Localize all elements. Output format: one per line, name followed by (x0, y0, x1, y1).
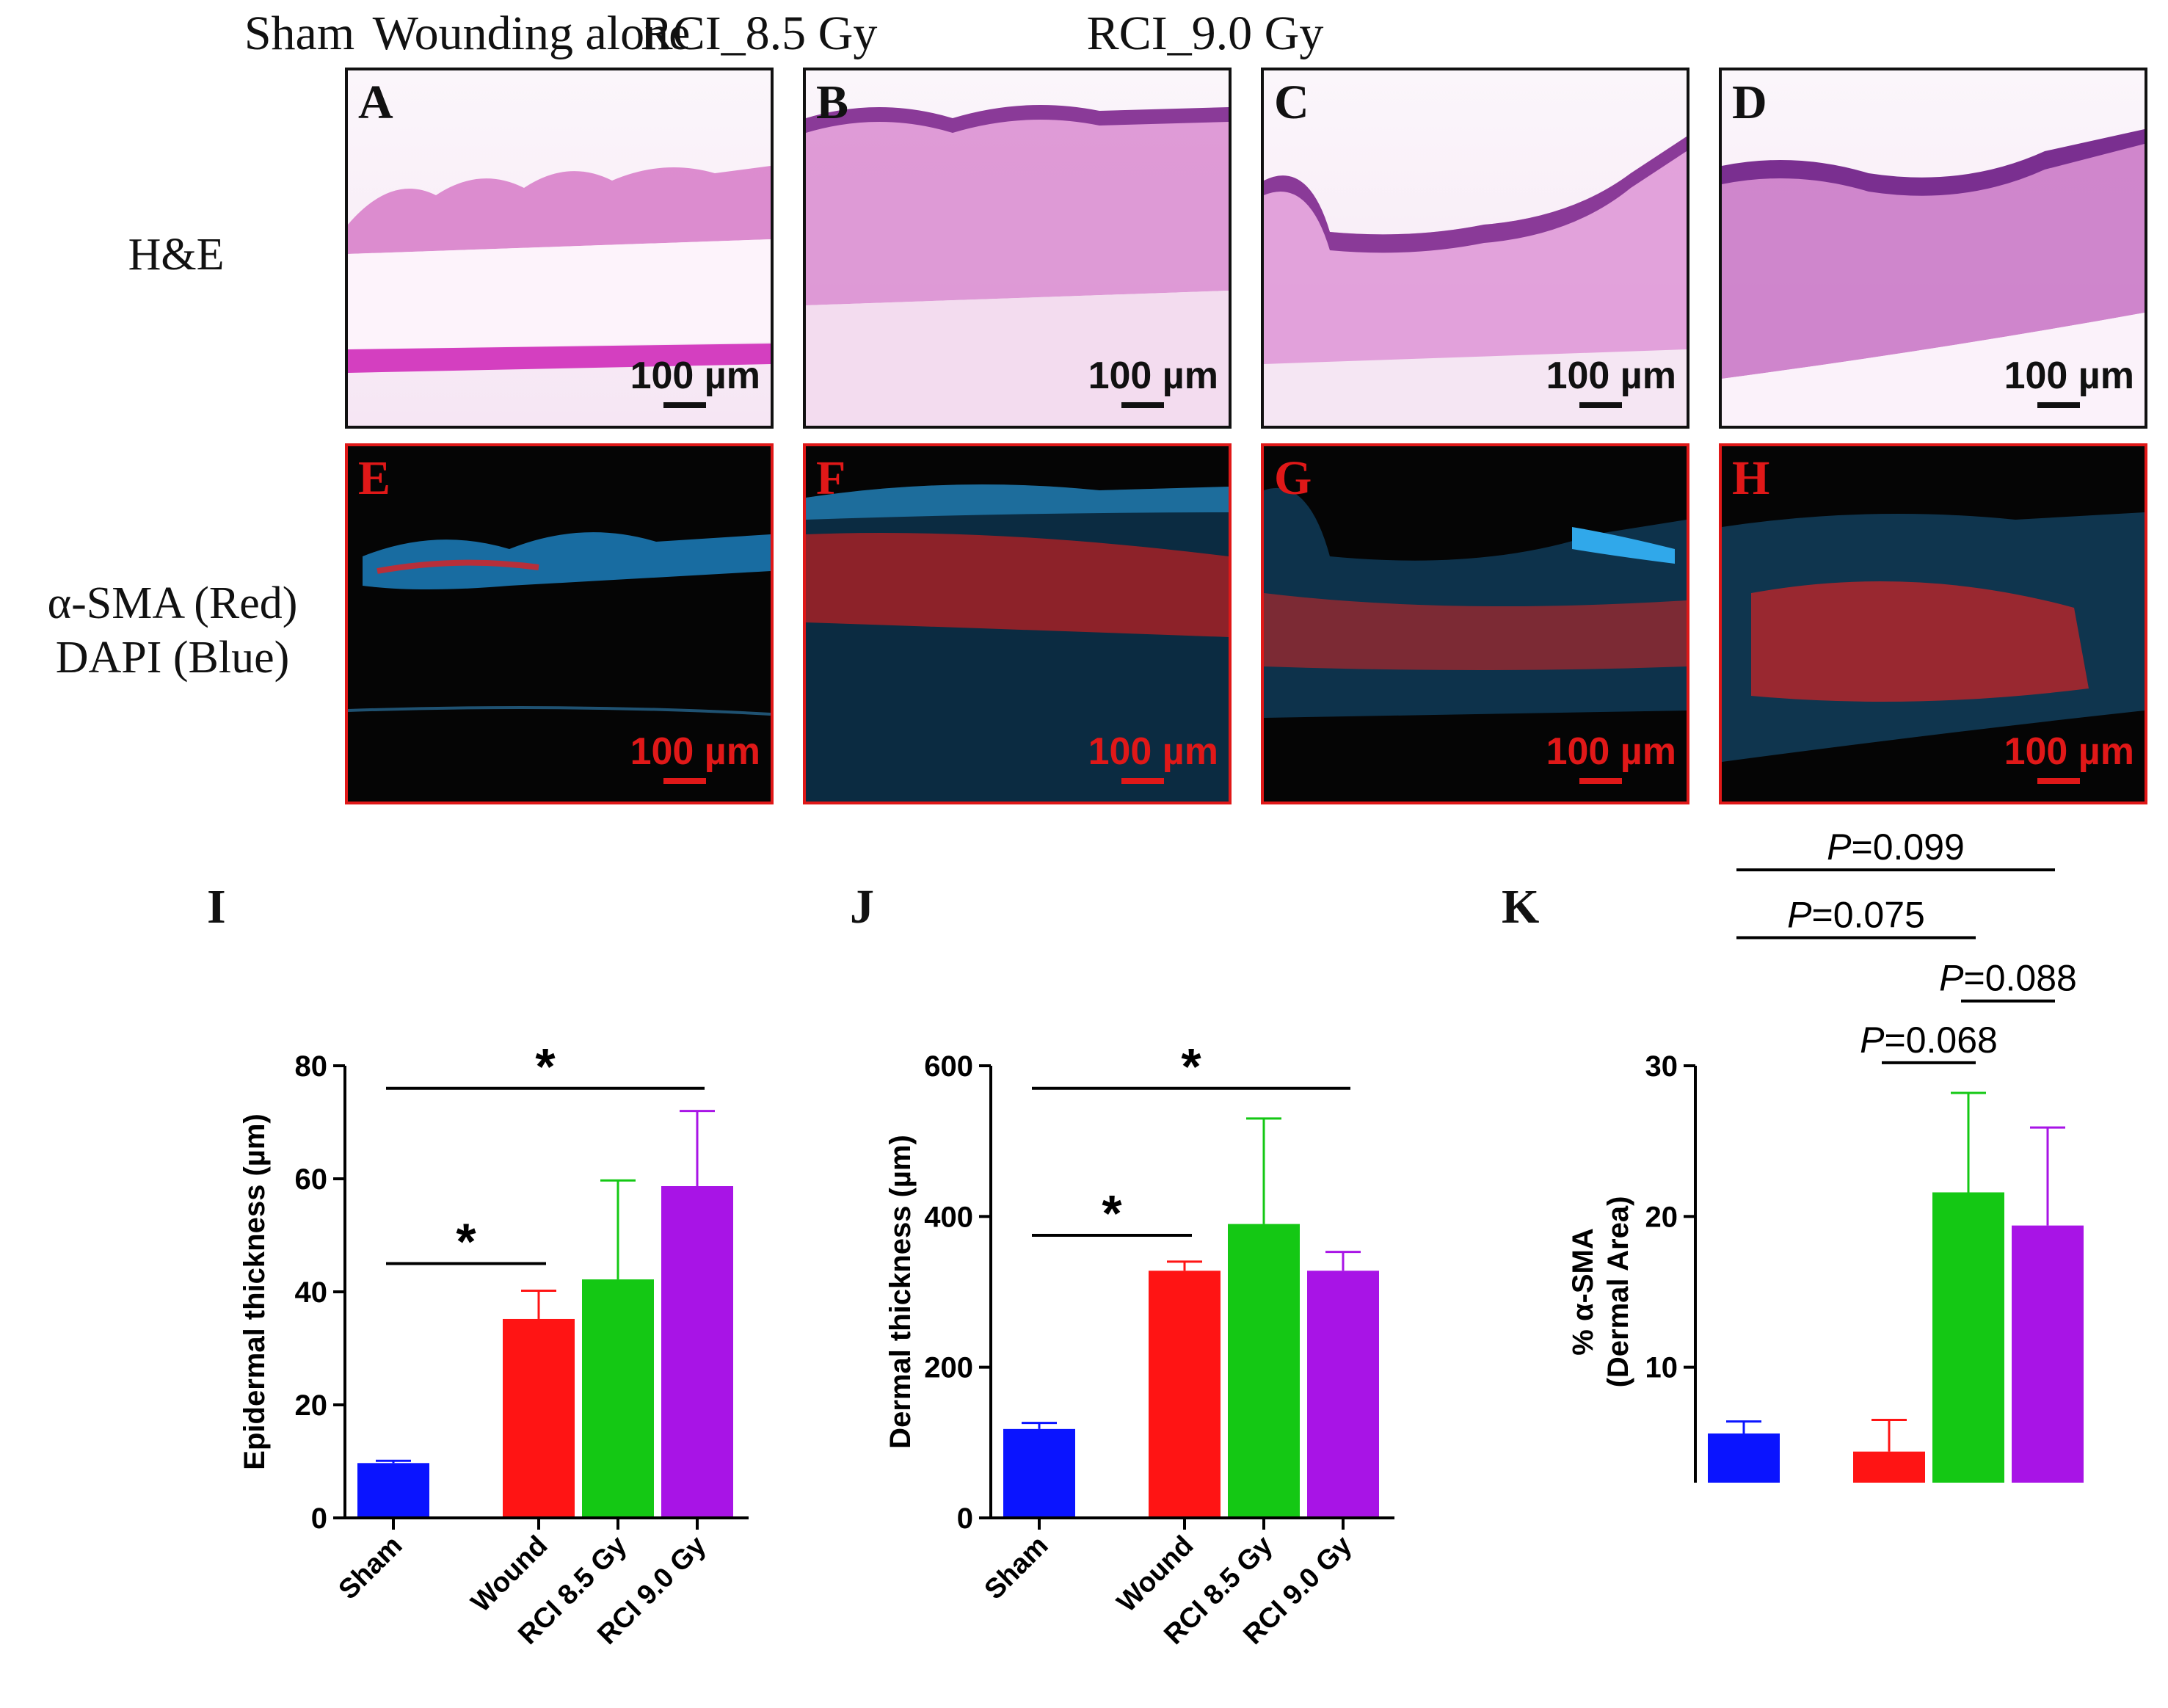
y-tick-label: 60 (295, 1163, 328, 1196)
if-panel-h: H 100 µm (1719, 443, 2147, 804)
he-panel-b: B 100 µm (803, 68, 1232, 429)
if-panel-e: E 100 µm (345, 443, 774, 804)
he-panel-a: A 100 µm (345, 68, 774, 429)
row-label-he: H&E (128, 230, 225, 280)
row-label-if-line2: DAPI (Blue) (55, 633, 290, 683)
y-tick-label: 20 (295, 1389, 328, 1422)
bar-rci-8-5-gy (1932, 1192, 2004, 1483)
scale-label-a: 100 µm (630, 355, 760, 397)
panel-letter-g: G (1274, 451, 1312, 505)
y-tick-label: 10 (1645, 1352, 1678, 1384)
bar-wound (1149, 1271, 1221, 1518)
scale-bar-f (1121, 778, 1164, 784)
if-tissue-f (806, 484, 1229, 802)
chart-letter-i: I (207, 880, 226, 934)
panel-letter-f: F (816, 451, 846, 505)
if-tissue-g (1264, 487, 1687, 718)
column-title-rci-8-5: RCI_8.5 Gy (640, 7, 878, 60)
bar-sham (357, 1463, 429, 1518)
panel-letter-h: H (1732, 451, 1770, 505)
chart-letter-k: K (1502, 880, 1540, 934)
panel-letter-d: D (1732, 76, 1767, 129)
scale-label-b: 100 µm (1088, 355, 1218, 397)
row-label-if: α-SMA (Red) DAPI (Blue) (7, 576, 338, 686)
y-tick-label: 30 (1645, 1050, 1678, 1083)
y-tick-label: 0 (311, 1502, 327, 1535)
bar-wound (503, 1318, 575, 1518)
p-value-number: =0.099 (1852, 826, 1965, 868)
x-tick-label: Sham (332, 1530, 408, 1606)
x-tick-label: Sham (978, 1530, 1054, 1606)
y-axis-label-line2: (Dermal Area) (1602, 1196, 1634, 1388)
scale-bar-g (1579, 778, 1622, 784)
bar-sham (1003, 1428, 1075, 1518)
column-title-sham: Sham (244, 7, 355, 60)
scale-bar-d (2037, 402, 2080, 408)
y-tick-label: 200 (924, 1352, 973, 1384)
scale-label-d: 100 µm (2004, 355, 2134, 397)
y-axis-label: Epidermal thickness (µm) (239, 1113, 271, 1469)
y-axis-label-line1: % α-SMA (1567, 1228, 1599, 1355)
he-panel-d: D 100 µm (1719, 68, 2147, 429)
y-tick-label: 0 (957, 1502, 973, 1535)
scale-bar-a (663, 402, 706, 408)
if-tissue-e (348, 532, 771, 716)
bar-rci-8-5-gy (582, 1279, 654, 1518)
significance-star: * (1102, 1185, 1122, 1242)
y-tick-label: 20 (1645, 1201, 1678, 1233)
panel-letter-e: E (358, 451, 391, 505)
y-tick-label: 400 (924, 1201, 973, 1233)
he-tissue-a (348, 166, 771, 373)
scale-label-c: 100 µm (1546, 355, 1676, 397)
p-value-symbol: P (1787, 894, 1812, 935)
he-tissue-b (806, 105, 1229, 426)
p-value-number: =0.075 (1812, 894, 1925, 935)
chart-letter-j: J (850, 880, 874, 934)
scale-bar-c (1579, 402, 1622, 408)
significance-star: * (456, 1213, 476, 1271)
y-tick-label: 600 (924, 1050, 973, 1083)
p-value-symbol: P (1939, 958, 1964, 999)
chart-alpha-sma: 0102030% α-SMA(Dermal Area)ShamWoundRCI … (1567, 826, 2084, 1483)
scale-label-f: 100 µm (1088, 730, 1218, 773)
panel-letter-b: B (816, 76, 849, 129)
y-tick-label: 80 (295, 1050, 328, 1083)
bar-rci-9-0-gy (1307, 1271, 1379, 1518)
scale-bar-e (663, 778, 706, 784)
p-value-label: P=0.075 (1787, 894, 1925, 935)
if-tissue-h (1722, 512, 2145, 762)
row-label-if-line1: α-SMA (Red) (47, 578, 298, 628)
bar-rci-9-0-gy (661, 1186, 733, 1518)
p-value-label: P=0.068 (1860, 1020, 1998, 1061)
significance-star: * (535, 1038, 556, 1095)
scale-label-h: 100 µm (2004, 730, 2134, 773)
significance-star: * (1181, 1038, 1201, 1095)
scale-bar-h (2037, 778, 2080, 784)
scale-bar-b (1121, 402, 1164, 408)
p-value-number: =0.088 (1964, 958, 2077, 999)
bar-sham (1708, 1433, 1780, 1483)
y-tick-label: 40 (295, 1276, 328, 1309)
p-value-number: =0.068 (1885, 1020, 1998, 1061)
he-panel-c: C 100 µm (1261, 68, 1689, 429)
p-value-label: P=0.088 (1939, 958, 2077, 999)
panel-letter-a: A (358, 76, 393, 129)
y-axis-label: Dermal thickness (µm) (884, 1135, 917, 1449)
column-title-wounding-alone: Wounding alone (372, 7, 691, 60)
if-panel-f: F 100 µm (803, 443, 1232, 804)
column-title-rci-9-0: RCI_9.0 Gy (1086, 7, 1324, 60)
bar-rci-8-5-gy (1228, 1224, 1300, 1518)
he-tissue-d (1722, 129, 2145, 426)
panel-letter-c: C (1274, 76, 1309, 129)
p-value-symbol: P (1827, 826, 1852, 868)
bar-rci-9-0-gy (2012, 1225, 2084, 1483)
if-panel-g: G 100 µm (1261, 443, 1689, 804)
bar-wound (1853, 1451, 1925, 1483)
scale-label-e: 100 µm (630, 730, 760, 773)
p-value-label: P=0.099 (1827, 826, 1965, 868)
p-value-symbol: P (1860, 1020, 1885, 1061)
scale-label-g: 100 µm (1546, 730, 1676, 773)
